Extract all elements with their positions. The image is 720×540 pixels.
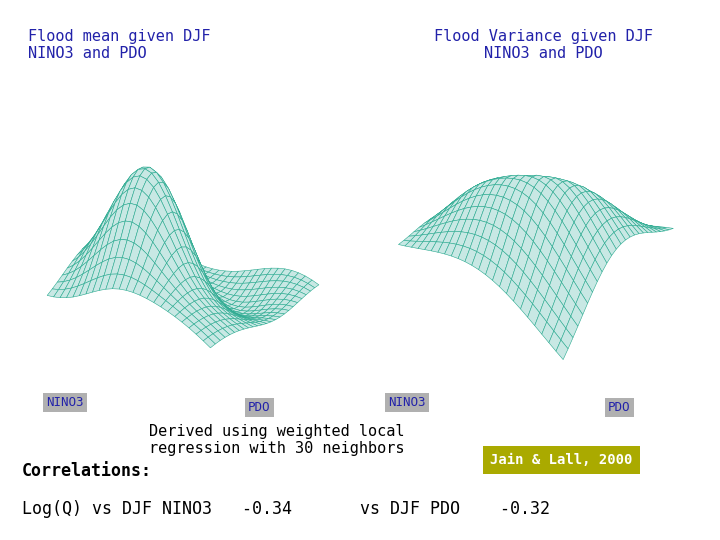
Text: vs DJF PDO    -0.32: vs DJF PDO -0.32	[360, 500, 550, 517]
Text: Jain & Lall, 2000: Jain & Lall, 2000	[490, 453, 633, 467]
Text: PDO: PDO	[248, 401, 271, 414]
Text: Flood mean given DJF
NINO3 and PDO: Flood mean given DJF NINO3 and PDO	[27, 29, 210, 61]
Text: NINO3: NINO3	[388, 396, 426, 409]
Text: NINO3: NINO3	[46, 396, 84, 409]
Text: Flood Variance given DJF
NINO3 and PDO: Flood Variance given DJF NINO3 and PDO	[434, 29, 653, 61]
Text: Derived using weighted local
regression with 30 neighbors: Derived using weighted local regression …	[150, 424, 405, 456]
Text: Correlations:: Correlations:	[22, 462, 152, 480]
Text: PDO: PDO	[608, 401, 631, 414]
Text: Log(Q) vs DJF NINO3   -0.34: Log(Q) vs DJF NINO3 -0.34	[22, 500, 292, 517]
